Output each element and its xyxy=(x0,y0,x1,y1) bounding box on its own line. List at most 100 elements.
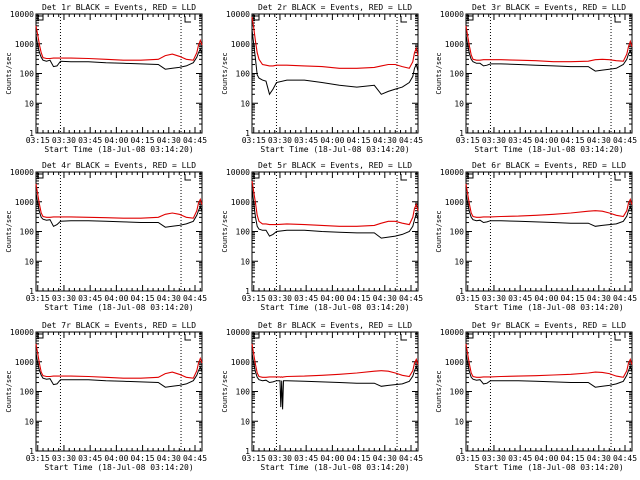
panel-title: Det 9r BLACK = Events, RED = LLD xyxy=(472,321,626,330)
corner-marker-right xyxy=(400,334,408,341)
lld-series-line xyxy=(251,343,419,378)
x-tick-label: 03:15 xyxy=(26,294,50,303)
lld-series-line xyxy=(35,25,203,61)
y-tick-label: 1 xyxy=(245,129,250,138)
x-tick-label: 04:15 xyxy=(131,136,155,145)
panel-title: Det 7r BLACK = Events, RED = LLD xyxy=(42,321,196,330)
y-tick-label: 1 xyxy=(245,287,250,296)
y-tick-label: 10000 xyxy=(10,328,34,337)
x-tick-label: 03:15 xyxy=(242,294,266,303)
corner-marker-right xyxy=(614,16,622,23)
y-tick-label: 1 xyxy=(29,287,34,296)
x-tick-label: 04:15 xyxy=(347,136,371,145)
x-axis-label: Start Time (18-Jul-08 03:14:20) xyxy=(474,463,623,472)
x-tick-label: 04:30 xyxy=(373,136,397,145)
x-tick-label: 04:45 xyxy=(183,294,207,303)
lld-series-line xyxy=(251,180,419,227)
y-tick-label: 1000 xyxy=(231,198,250,207)
x-tick-label: 03:15 xyxy=(242,454,266,463)
x-tick-label: 03:30 xyxy=(52,454,76,463)
y-axis-label: Counts/sec xyxy=(5,210,13,252)
panel-title: Det 8r BLACK = Events, RED = LLD xyxy=(258,321,412,330)
x-tick-label: 04:45 xyxy=(613,294,637,303)
y-tick-label: 100 xyxy=(20,228,35,237)
x-tick-label: 03:45 xyxy=(294,294,318,303)
detector-panel-5: Det 5r BLACK = Events, RED = LLD 1 10 100 10… xyxy=(221,161,423,312)
y-tick-label: 10000 xyxy=(440,168,464,177)
x-tick-label: 04:30 xyxy=(587,454,611,463)
x-tick-label: 03:15 xyxy=(456,294,480,303)
panel-title: Det 4r BLACK = Events, RED = LLD xyxy=(42,161,196,170)
x-tick-label: 04:15 xyxy=(347,454,371,463)
x-tick-label: 04:30 xyxy=(157,294,181,303)
y-tick-label: 1 xyxy=(29,447,34,456)
y-tick-label: 1000 xyxy=(231,358,250,367)
y-tick-label: 1 xyxy=(245,447,250,456)
y-axis-label: Counts/sec xyxy=(5,52,13,94)
plot-frame xyxy=(465,171,633,292)
detector-panel-3: Det 3r BLACK = Events, RED = LLD 1 10 100 10… xyxy=(435,3,637,154)
plot-frame xyxy=(465,13,633,134)
corner-marker-right xyxy=(614,334,622,341)
corner-marker-right xyxy=(400,174,408,181)
x-tick-label: 03:45 xyxy=(294,454,318,463)
detector-panel-6: Det 6r BLACK = Events, RED = LLD 1 10 100 10… xyxy=(435,161,637,312)
x-tick-label: 03:30 xyxy=(268,136,292,145)
detector-panel-8: Det 8r BLACK = Events, RED = LLD 1 10 100 10… xyxy=(221,321,423,472)
x-tick-label: 03:45 xyxy=(78,136,102,145)
events-series-line xyxy=(251,352,419,410)
corner-marker-left xyxy=(37,15,44,21)
y-tick-label: 10 xyxy=(454,257,464,266)
y-axis-label: Counts/sec xyxy=(5,370,13,412)
y-tick-label: 1000 xyxy=(445,358,464,367)
y-tick-label: 10000 xyxy=(440,328,464,337)
x-tick-label: 03:45 xyxy=(508,454,532,463)
y-tick-label: 10 xyxy=(454,417,464,426)
corner-marker-left xyxy=(253,333,260,339)
y-axis-label: Counts/sec xyxy=(221,370,229,412)
x-tick-label: 04:00 xyxy=(104,136,128,145)
y-tick-label: 1 xyxy=(459,287,464,296)
x-tick-label: 04:45 xyxy=(613,136,637,145)
y-tick-label: 100 xyxy=(236,388,251,397)
detector-panel-9: Det 9r BLACK = Events, RED = LLD 1 10 100 10… xyxy=(435,321,637,472)
x-tick-label: 04:30 xyxy=(373,294,397,303)
x-tick-label: 04:30 xyxy=(587,136,611,145)
y-tick-label: 10 xyxy=(240,417,250,426)
panel-title: Det 6r BLACK = Events, RED = LLD xyxy=(472,161,626,170)
y-tick-label: 10 xyxy=(240,99,250,108)
y-tick-label: 10000 xyxy=(226,328,250,337)
x-tick-label: 03:15 xyxy=(456,136,480,145)
x-axis-label: Start Time (18-Jul-08 03:14:20) xyxy=(474,303,623,312)
y-tick-label: 1000 xyxy=(445,198,464,207)
corner-marker-left xyxy=(253,15,260,21)
x-tick-label: 04:00 xyxy=(320,454,344,463)
detector-panel-1: Det 1r BLACK = Events, RED = LLD 1 10 100 10… xyxy=(5,3,207,154)
x-tick-label: 04:00 xyxy=(104,294,128,303)
events-series-line xyxy=(251,29,419,96)
x-tick-label: 04:30 xyxy=(157,136,181,145)
corner-marker-left xyxy=(467,173,474,179)
x-tick-label: 04:45 xyxy=(183,454,207,463)
y-axis-label: Counts/sec xyxy=(435,370,443,412)
y-tick-label: 10 xyxy=(24,417,34,426)
x-tick-label: 03:30 xyxy=(268,294,292,303)
plot-frame xyxy=(465,331,633,452)
x-tick-label: 04:00 xyxy=(320,294,344,303)
y-tick-label: 1000 xyxy=(15,198,34,207)
x-axis-label: Start Time (18-Jul-08 03:14:20) xyxy=(260,145,409,154)
panel-title: Det 3r BLACK = Events, RED = LLD xyxy=(472,3,626,12)
lld-series-line xyxy=(465,183,633,218)
y-tick-label: 1000 xyxy=(445,40,464,49)
corner-marker-right xyxy=(614,174,622,181)
x-tick-label: 04:45 xyxy=(399,454,423,463)
x-tick-label: 03:15 xyxy=(26,454,50,463)
x-tick-label: 03:30 xyxy=(482,136,506,145)
x-tick-label: 03:30 xyxy=(482,294,506,303)
y-axis-label: Counts/sec xyxy=(435,210,443,252)
x-tick-label: 04:15 xyxy=(347,294,371,303)
x-tick-label: 04:15 xyxy=(131,454,155,463)
y-tick-label: 10 xyxy=(240,257,250,266)
lld-series-line xyxy=(465,343,633,378)
plot-frame xyxy=(35,13,203,134)
